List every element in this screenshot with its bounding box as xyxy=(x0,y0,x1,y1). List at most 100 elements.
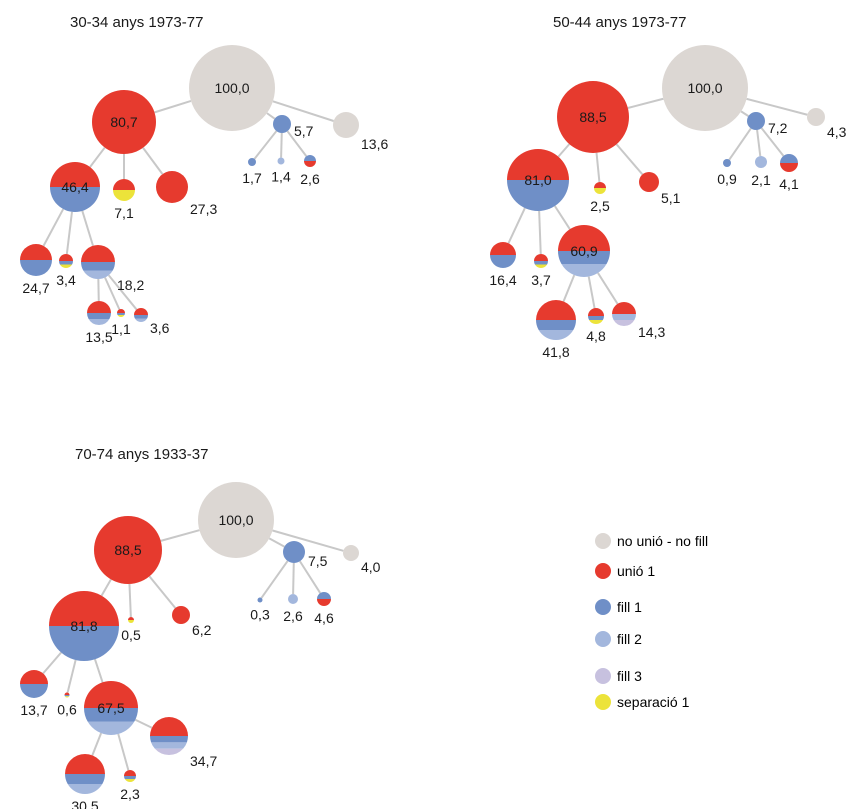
edge-u1_f1-f1_b xyxy=(66,659,77,693)
node-value-label: 16,4 xyxy=(489,272,516,288)
node-f1_a-band xyxy=(20,670,48,684)
node-root-band xyxy=(662,45,748,131)
node-f1_a-band xyxy=(490,242,516,255)
edge-root-u1 xyxy=(154,99,192,114)
node-root-band xyxy=(189,45,275,131)
edge-f1_f2-f2_a xyxy=(91,732,103,756)
node-f1_a: 24,7 xyxy=(20,244,52,296)
node-f1_a: 16,4 xyxy=(489,242,517,288)
node-f2_b-band xyxy=(124,779,136,782)
node-value-label: 7,2 xyxy=(768,120,788,136)
legend-swatch xyxy=(595,533,611,549)
edge-nu_f1-nu_f1_c xyxy=(760,127,785,157)
node-f2_a: 41,8 xyxy=(536,300,576,360)
node-nu_f1-band xyxy=(747,112,765,130)
panel-title: 70-74 anys 1933-37 xyxy=(75,446,208,463)
node-value-label: 4,8 xyxy=(586,328,606,344)
edge-u1-u1_u xyxy=(615,143,644,176)
node-f2_b-band xyxy=(124,770,136,776)
node-value-label: 81,8 xyxy=(70,618,97,634)
node-value-label: 6,2 xyxy=(192,622,212,638)
node-value-label: 14,3 xyxy=(638,324,665,340)
node-u1_sep-band xyxy=(594,188,606,194)
node-f2_a: 30,5 xyxy=(65,754,105,809)
node-f1_b-band xyxy=(59,261,73,265)
node-u1_sep: 0,5 xyxy=(121,617,141,643)
edge-root-nu_f1 xyxy=(266,112,276,120)
node-u1: 88,5 xyxy=(557,81,629,153)
node-value-label: 81,0 xyxy=(524,172,551,188)
node-u1-band xyxy=(94,516,162,584)
node-value-label: 46,4 xyxy=(61,179,88,195)
node-f2_c-band xyxy=(150,717,188,736)
node-f1_f2-band xyxy=(84,708,138,722)
node-f2_a-band xyxy=(65,754,105,774)
node-f2_c-band xyxy=(134,318,148,322)
node-u1_sep-band xyxy=(128,620,134,623)
node-f1_f2-band xyxy=(561,264,607,277)
edge-u1-u1_sep xyxy=(128,583,132,618)
node-nu_f1_a-band xyxy=(248,158,256,166)
edge-root-nu_f1 xyxy=(268,537,285,548)
edge-nu_f1-nu_f1_a xyxy=(253,130,278,160)
legend-swatch xyxy=(595,668,611,684)
node-f1_b: 0,6 xyxy=(57,692,77,718)
edge-u1_f1-f1_a xyxy=(42,208,65,247)
edges xyxy=(507,97,808,309)
node-u1_f1: 81,8 xyxy=(49,591,119,661)
node-f1_f2: 18,2 xyxy=(81,245,144,293)
node-value-label: 2,1 xyxy=(751,172,771,188)
node-f2_c-band xyxy=(612,302,636,314)
edge-root-u1 xyxy=(160,529,200,542)
edge-root-nu xyxy=(746,97,808,116)
node-f1_b-band xyxy=(64,692,70,695)
node-f2_b: 1,1 xyxy=(111,309,131,337)
node-f1_f2-band xyxy=(83,270,113,279)
node-value-label: 5,7 xyxy=(294,123,314,139)
node-value-label: 100,0 xyxy=(218,512,253,528)
node-value-label: 24,7 xyxy=(22,280,49,296)
node-f2_a-band xyxy=(87,313,111,319)
node-u1_f1: 46,4 xyxy=(50,162,100,212)
node-f2_a: 13,5 xyxy=(85,301,113,345)
node-value-label: 4,6 xyxy=(314,610,334,626)
node-f1_b-band xyxy=(534,264,548,268)
node-nu: 4,3 xyxy=(807,108,847,140)
edge-nu_f1-nu_f1_c xyxy=(286,130,308,157)
legend-label: separació 1 xyxy=(617,694,690,710)
edge-f1_f2-f2_b xyxy=(104,277,121,310)
node-nu_f1_a-band xyxy=(723,159,731,167)
node-nu_f1: 7,5 xyxy=(283,541,328,569)
edge-u1_f1-f1_f2 xyxy=(81,210,94,247)
node-nu_f1_c: 4,6 xyxy=(314,592,334,626)
panel-title: 50-44 anys 1973-77 xyxy=(553,14,686,31)
node-value-label: 2,5 xyxy=(590,198,610,214)
node-u1_sep: 2,5 xyxy=(590,182,610,214)
edge-nu_f1-nu_f1_b xyxy=(292,562,295,595)
node-f1_f2-band xyxy=(558,225,610,251)
legend-label: fill 2 xyxy=(617,631,642,647)
legend-item-no-union: no unió - no fill xyxy=(595,533,708,549)
node-f1_f2-band xyxy=(81,262,115,271)
node-f2_b-band xyxy=(117,313,125,315)
node-value-label: 30,5 xyxy=(71,798,98,809)
node-f2_c-band xyxy=(151,742,187,749)
node-value-label: 100,0 xyxy=(687,80,722,96)
node-u1_sep-band xyxy=(113,190,135,201)
node-f1_a-band xyxy=(20,684,48,698)
node-f1_b: 3,4 xyxy=(56,254,76,288)
node-f2_a-band xyxy=(67,784,103,794)
edge-nu_f1-nu_f1_a xyxy=(260,560,289,599)
node-nu_f1-band xyxy=(273,115,291,133)
node-nu_f1_c-band xyxy=(317,592,331,599)
node-nu_f1_c-band xyxy=(317,599,331,606)
node-f2_b-band xyxy=(588,308,604,316)
legend-item-child2: fill 2 xyxy=(595,631,642,647)
edge-nu_f1-nu_f1_b xyxy=(280,132,283,158)
node-value-label: 88,5 xyxy=(579,109,606,125)
node-nu_f1_c: 2,6 xyxy=(300,155,320,187)
node-f1_f2: 67,5 xyxy=(84,681,138,735)
node-nu_f1_b-band xyxy=(288,594,298,604)
node-root-band xyxy=(198,482,274,558)
